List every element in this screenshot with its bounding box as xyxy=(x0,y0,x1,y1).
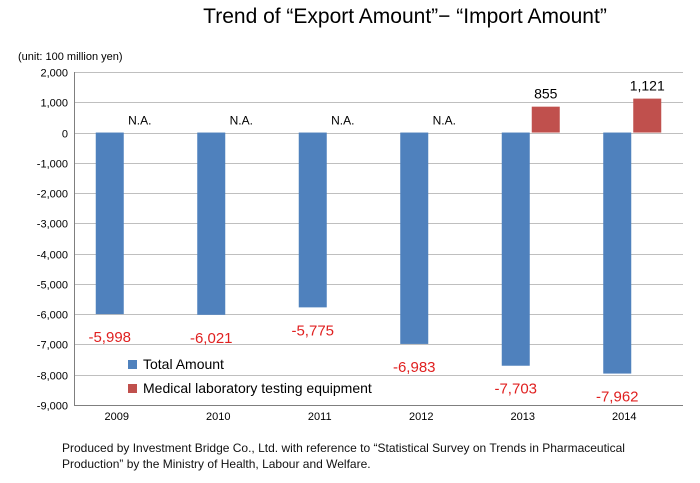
y-tick-label: -5,000 xyxy=(37,280,68,292)
y-tick-label: 0 xyxy=(62,129,68,141)
unit-label: (unit: 100 million yen) xyxy=(18,51,123,63)
legend-swatch-total xyxy=(128,359,137,369)
y-tick-label: -2,000 xyxy=(37,189,68,201)
bar-medical-equipment xyxy=(531,106,560,133)
y-tick-label: -1,000 xyxy=(37,159,68,171)
y-tick-label: -9,000 xyxy=(37,401,68,413)
source-note: Produced by Investment Bridge Co., Ltd. … xyxy=(62,440,692,472)
y-tick-label: -7,000 xyxy=(37,340,68,352)
data-label-medical-equipment: 1,121 xyxy=(630,78,665,94)
source-note-line2: Production” by the Ministry of Health, L… xyxy=(62,457,371,471)
x-tick-label: 2010 xyxy=(206,411,230,423)
legend-swatch-medical xyxy=(128,383,137,393)
y-tick-label: -4,000 xyxy=(37,250,68,262)
data-label-medical-equipment: N.A. xyxy=(128,114,151,128)
y-tick-label: 1,000 xyxy=(40,98,68,110)
bar-medical-equipment xyxy=(633,98,662,133)
legend-label-medical: Medical laboratory testing equipment xyxy=(143,380,372,396)
legend: Total Amount Medical laboratory testing … xyxy=(128,352,372,400)
x-tick-label: 2014 xyxy=(612,411,636,423)
bar-total-amount xyxy=(501,132,530,366)
data-label-medical-equipment: N.A. xyxy=(230,114,253,128)
data-label-total-amount: -5,775 xyxy=(291,322,334,339)
data-label-total-amount: -7,703 xyxy=(494,381,537,398)
data-label-medical-equipment: N.A. xyxy=(433,114,456,128)
legend-label-total: Total Amount xyxy=(143,356,224,372)
bar-total-amount xyxy=(603,132,632,374)
bar-total-amount xyxy=(298,132,327,308)
chart-title: Trend of “Export Amount”− “Import Amount… xyxy=(203,5,607,28)
y-tick-label: 2,000 xyxy=(40,68,68,80)
data-label-total-amount: -6,021 xyxy=(190,330,233,347)
bar-total-amount xyxy=(95,132,124,315)
bar-total-amount xyxy=(197,132,226,315)
y-tick-label: -6,000 xyxy=(37,310,68,322)
data-label-total-amount: -5,998 xyxy=(88,329,131,346)
y-tick-label: -8,000 xyxy=(37,371,68,383)
bar-total-amount xyxy=(400,132,429,344)
x-tick-label: 2011 xyxy=(308,411,332,423)
data-label-medical-equipment: 855 xyxy=(534,86,558,102)
legend-item-medical: Medical laboratory testing equipment xyxy=(128,376,372,400)
x-tick-label: 2013 xyxy=(511,411,535,423)
source-note-line1: Produced by Investment Bridge Co., Ltd. … xyxy=(62,441,625,455)
y-tick-label: -3,000 xyxy=(37,219,68,231)
data-label-total-amount: -7,962 xyxy=(596,389,639,406)
x-tick-label: 2012 xyxy=(409,411,433,423)
x-tick-label: 2009 xyxy=(105,411,129,423)
data-label-medical-equipment: N.A. xyxy=(331,114,354,128)
legend-item-total: Total Amount xyxy=(128,352,372,376)
data-label-total-amount: -6,983 xyxy=(393,359,436,376)
